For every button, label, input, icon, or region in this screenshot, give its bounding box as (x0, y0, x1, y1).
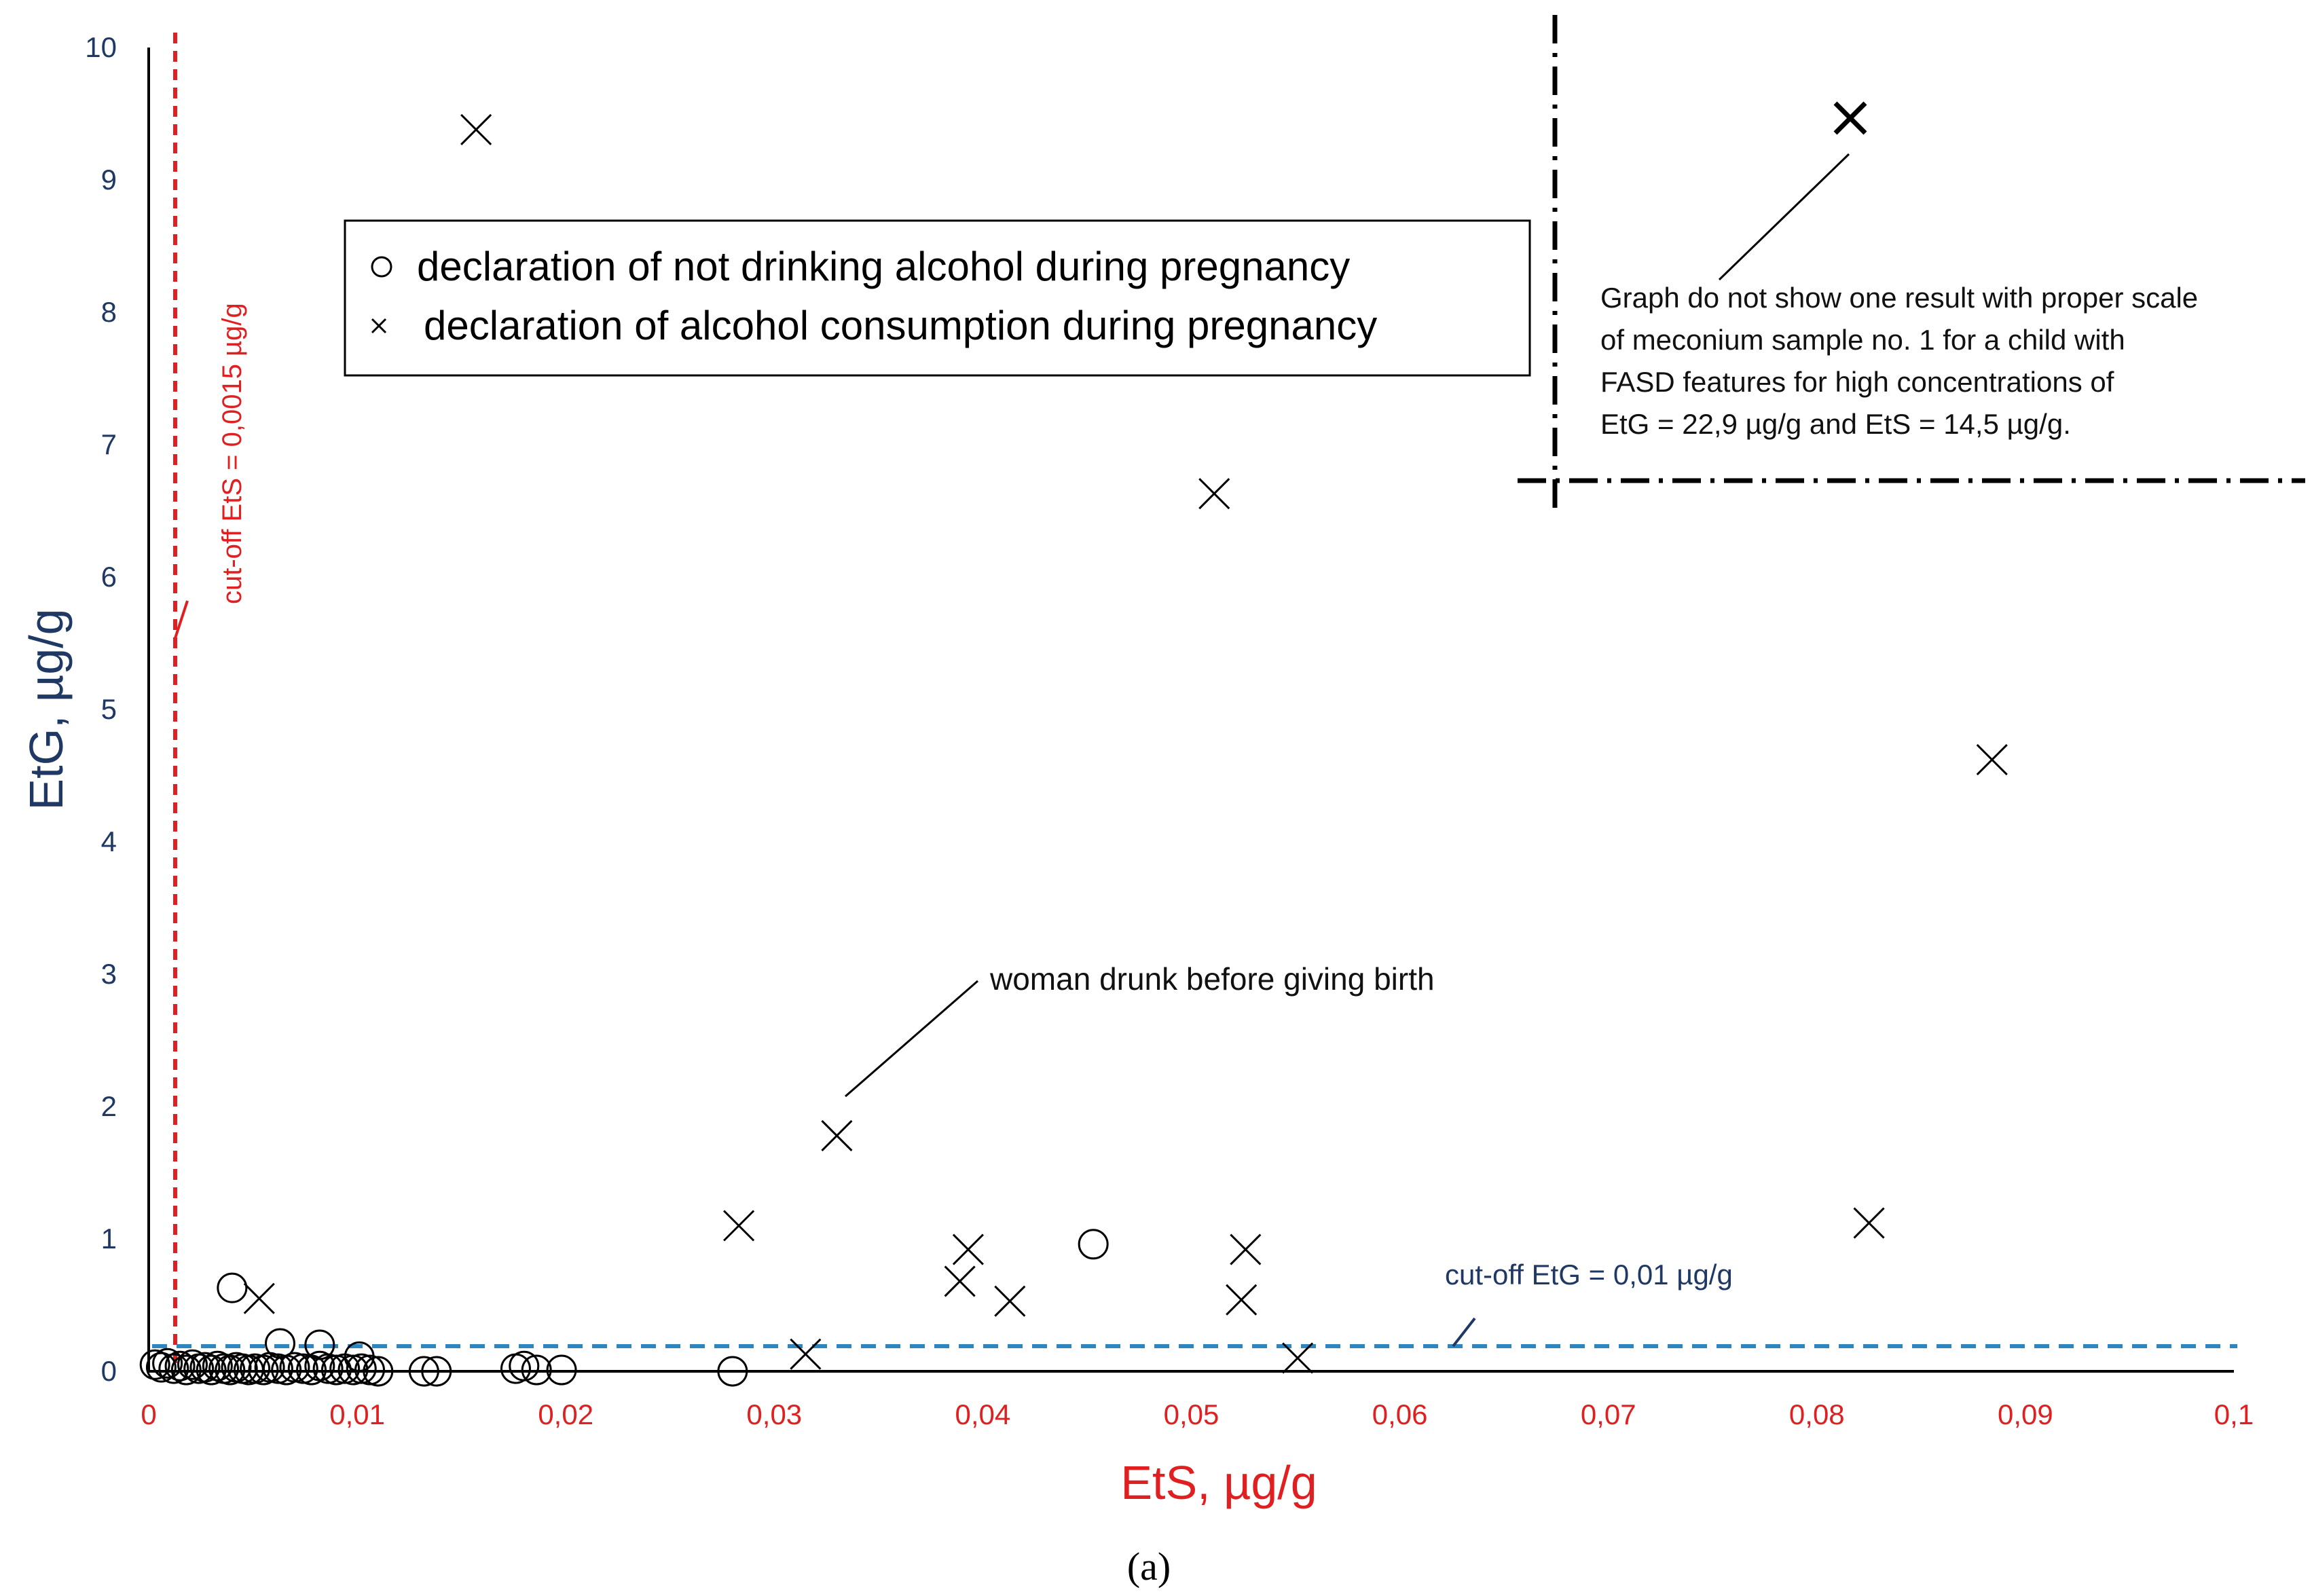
data-point-circle (1078, 1229, 1109, 1260)
data-point-circle (287, 1353, 318, 1384)
y-tick-label: 10 (85, 31, 117, 63)
data-point-circle (145, 1352, 177, 1383)
legend-label-not-drinking: declaration of not drinking alcohol duri… (417, 244, 1350, 289)
data-point-cross (1226, 1284, 1258, 1316)
x-tick-label: 0,07 (1581, 1398, 1636, 1430)
data-point-circle (262, 1353, 293, 1384)
data-point-circle (279, 1352, 310, 1383)
data-point-circle (304, 1329, 335, 1360)
legend-label-drinking: declaration of alcohol consumption durin… (424, 303, 1377, 348)
data-point-circle (320, 1354, 352, 1386)
cutoff-etg-leader (1452, 1317, 1476, 1348)
x-tick-label: 0,05 (1164, 1398, 1219, 1430)
y-axis-title: EtG, µg/g (20, 608, 73, 810)
y-tick-label: 1 (101, 1223, 117, 1255)
x-tick-label: 0,01 (329, 1398, 385, 1430)
data-point-cross (460, 113, 492, 145)
data-point-cross (723, 1210, 755, 1242)
data-point-cross (1282, 1342, 1314, 1374)
x-tick-label: 0,06 (1372, 1398, 1428, 1430)
data-point-cross (1230, 1233, 1262, 1265)
x-tick-label: 0,09 (1998, 1398, 2053, 1430)
data-point-cross (994, 1285, 1026, 1317)
legend-box (344, 219, 1531, 377)
data-point-circle (346, 1353, 377, 1384)
data-point-circle (546, 1354, 577, 1386)
data-point-circle (509, 1350, 540, 1381)
cutoff-ets-leader (174, 600, 189, 639)
data-point-circle (189, 1352, 221, 1383)
data-point-circle (202, 1350, 233, 1381)
data-point-cross (952, 1233, 984, 1265)
data-point-circle (240, 1353, 271, 1384)
data-point-circle (521, 1354, 552, 1386)
y-tick-labels: 0 1 2 3 4 5 6 7 8 9 10 (85, 31, 117, 1387)
data-point-circle (264, 1328, 295, 1359)
x-tick-label: 0,04 (955, 1398, 1011, 1430)
data-point-cross (944, 1265, 976, 1297)
data-point-circle (217, 1272, 248, 1303)
data-point-circle (196, 1354, 227, 1386)
data-point-circle (170, 1354, 202, 1386)
data-point-circle (717, 1356, 748, 1387)
data-point-circle (408, 1356, 439, 1387)
data-point-circle (158, 1353, 189, 1384)
legend-marker-cross (371, 318, 387, 334)
x-tick-label: 0,03 (746, 1398, 802, 1430)
y-tick-label: 3 (101, 958, 117, 990)
x-axis-title: EtS, µg/g (1120, 1456, 1317, 1509)
data-point-circle (152, 1348, 183, 1379)
x-tick-label: 0 (141, 1398, 156, 1430)
y-tick-label: 2 (101, 1090, 117, 1122)
data-point-circle (312, 1353, 344, 1384)
y-tick-label: 7 (101, 428, 117, 460)
inset-note-leader (1718, 153, 1850, 281)
inset-note-line-1: Graph do not show one result with proper… (1600, 282, 2198, 314)
x-tick-label: 0,08 (1789, 1398, 1845, 1430)
inset-offscale-marker (1833, 101, 1867, 135)
data-point-circle (344, 1341, 375, 1373)
data-point-circle (177, 1349, 208, 1380)
y-tick-label: 6 (101, 561, 117, 593)
data-point-cross (1853, 1207, 1885, 1239)
scatter-points (139, 113, 2008, 1387)
y-tick-label: 0 (101, 1355, 117, 1387)
y-tick-label: 9 (101, 164, 117, 196)
legend-marker-circle (371, 256, 392, 278)
x-tick-labels: 0 0,01 0,02 0,03 0,04 0,05 0,06 0,07 0,08 0,09 0,1 (141, 1398, 2254, 1430)
inset-note-line-4: EtG = 22,9 µg/g and EtS = 14,5 µg/g. (1600, 408, 2071, 440)
cutoff-ets-label: cut-off EtS = 0,0015 µg/g (217, 303, 247, 604)
data-point-circle (248, 1354, 279, 1386)
figure-caption: (a) (1127, 1544, 1171, 1589)
data-point-circle (421, 1356, 452, 1387)
legend: declaration of not drinking alcohol duri… (344, 219, 1531, 377)
data-point-cross (1198, 478, 1230, 510)
annotation-leader (845, 980, 978, 1098)
data-point-circle (337, 1354, 369, 1386)
data-point-circle (215, 1354, 246, 1386)
y-tick-label: 4 (101, 825, 117, 857)
x-tick-label: 0,02 (538, 1398, 593, 1430)
data-point-cross (821, 1119, 853, 1151)
y-tick-label: 5 (101, 693, 117, 725)
y-tick-label: 8 (101, 296, 117, 328)
cutoff-etg-label: cut-off EtG = 0,01 µg/g (1445, 1259, 1733, 1291)
inset-note-line-3: FASD features for high concentrations of (1600, 366, 2114, 398)
data-point-circle (164, 1350, 196, 1381)
data-point-cross (1976, 744, 2008, 776)
inset-note-line-2: of meconium sample no. 1 for a child wit… (1600, 324, 2125, 356)
data-point-circle (139, 1349, 170, 1380)
data-point-cross (243, 1282, 275, 1314)
data-point-cross (790, 1338, 822, 1370)
x-tick-label: 0,1 (2214, 1398, 2254, 1430)
annotation-woman-drunk: woman drunk before giving birth (989, 961, 1435, 997)
